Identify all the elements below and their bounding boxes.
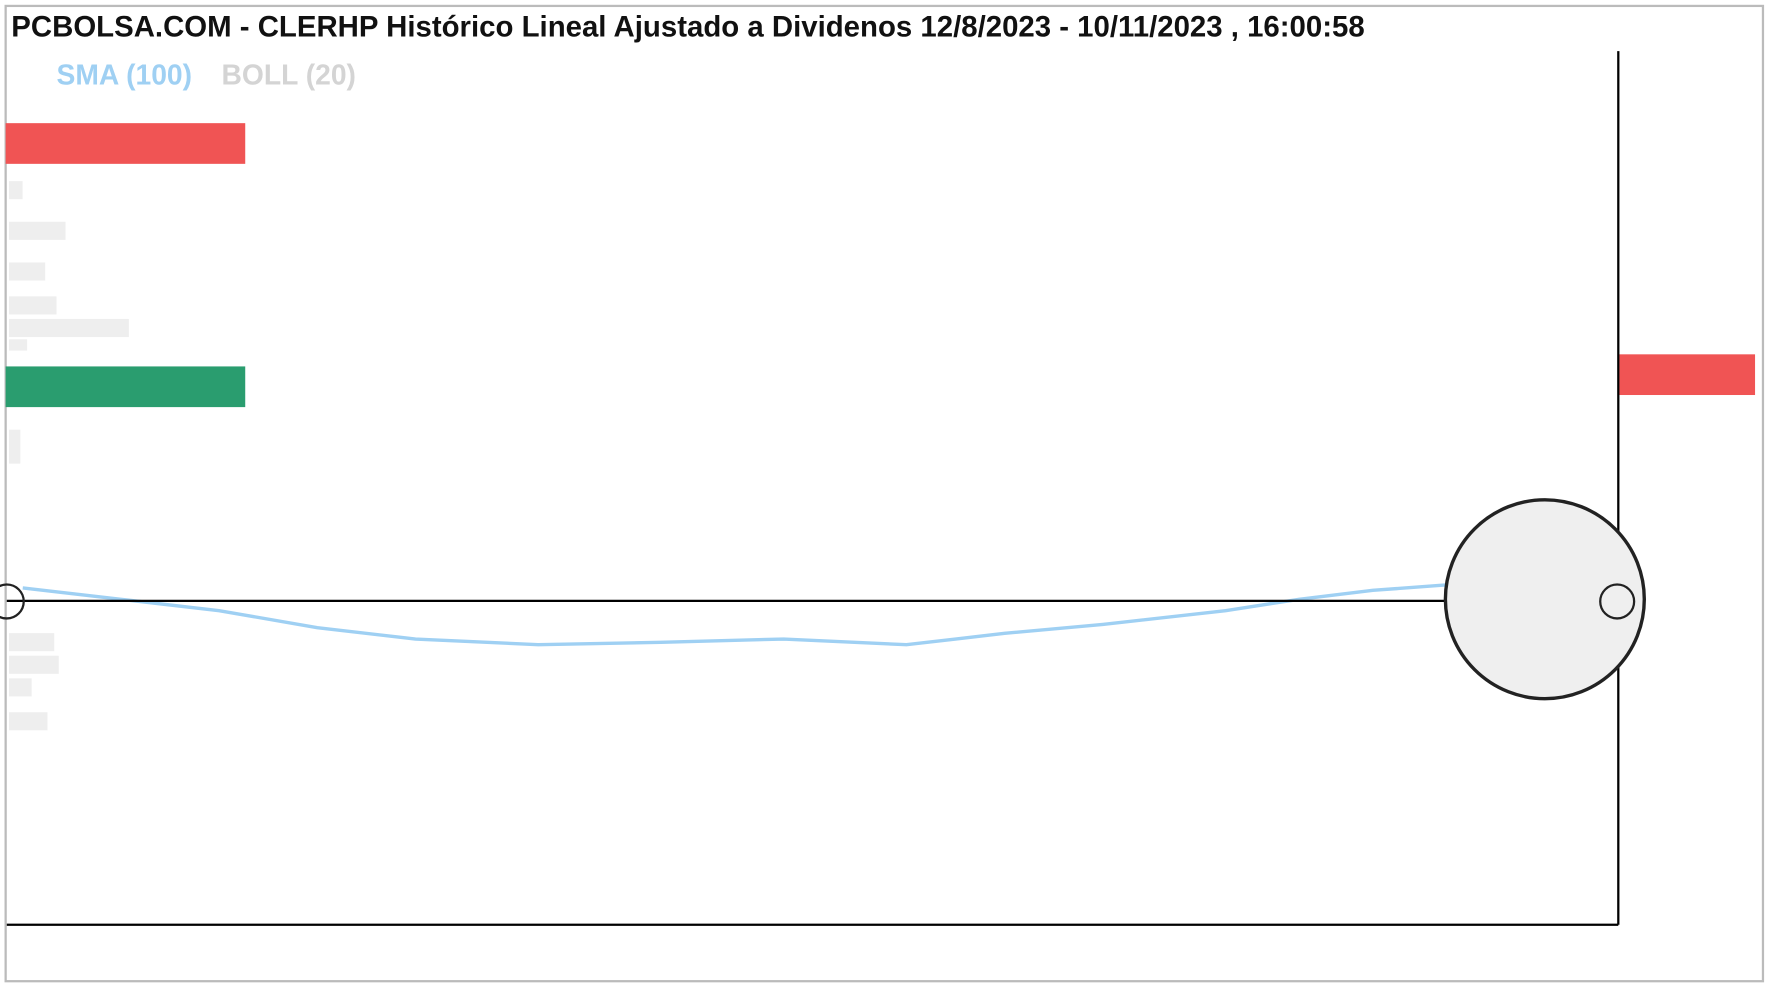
page-title: PCBOLSA.COM - CLERHP Histórico Lineal Aj… — [11, 10, 1364, 43]
volume-profile — [9, 181, 129, 731]
sma-line — [22, 581, 1472, 647]
text-layer — [5, 123, 1756, 603]
current-box — [1619, 354, 1756, 396]
legend-item[interactable]: BOLL (20) — [222, 59, 356, 91]
band-layer — [22, 581, 1472, 647]
frame — [4, 4, 1765, 983]
cursor-circle — [1443, 498, 1646, 701]
cursor-handle — [1599, 583, 1636, 620]
legend-item[interactable]: SMA (100) — [57, 59, 193, 91]
level-box — [5, 366, 246, 408]
cursor-handle — [0, 583, 25, 620]
level-box — [5, 123, 246, 164]
